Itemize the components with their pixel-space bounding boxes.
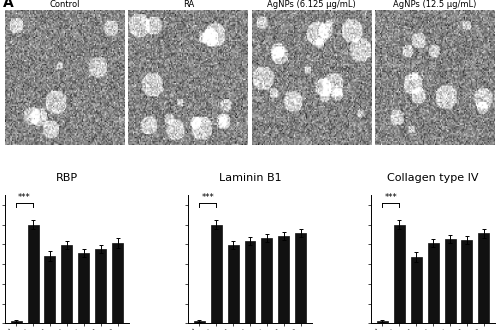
Bar [295,233,306,323]
Bar [62,245,72,323]
Bar [194,321,205,323]
Text: ***: *** [384,193,397,202]
Bar [478,233,490,323]
Bar [262,238,272,323]
Bar [428,243,438,323]
Text: ***: *** [18,193,31,202]
Bar [278,236,289,323]
Text: A: A [2,0,14,11]
Bar [462,240,472,323]
Bar [28,224,38,323]
Bar [377,321,388,323]
Bar [444,239,456,323]
Title: RA: RA [182,0,194,9]
Bar [95,249,106,323]
Bar [394,224,405,323]
Bar [78,253,90,323]
Bar [210,224,222,323]
Bar [410,257,422,323]
Title: AgNPs (6.125 μg/mL): AgNPs (6.125 μg/mL) [268,0,356,9]
Bar [112,243,123,323]
Bar [228,245,238,323]
Title: Collagen type IV: Collagen type IV [388,173,479,183]
Title: Control: Control [50,0,80,9]
Title: AgNPs (12.5 μg/mL): AgNPs (12.5 μg/mL) [394,0,477,9]
Bar [44,256,56,323]
Bar [10,321,22,323]
Title: RBP: RBP [56,173,78,183]
Text: ***: *** [202,193,214,202]
Bar [244,241,256,323]
Title: Laminin B1: Laminin B1 [218,173,282,183]
